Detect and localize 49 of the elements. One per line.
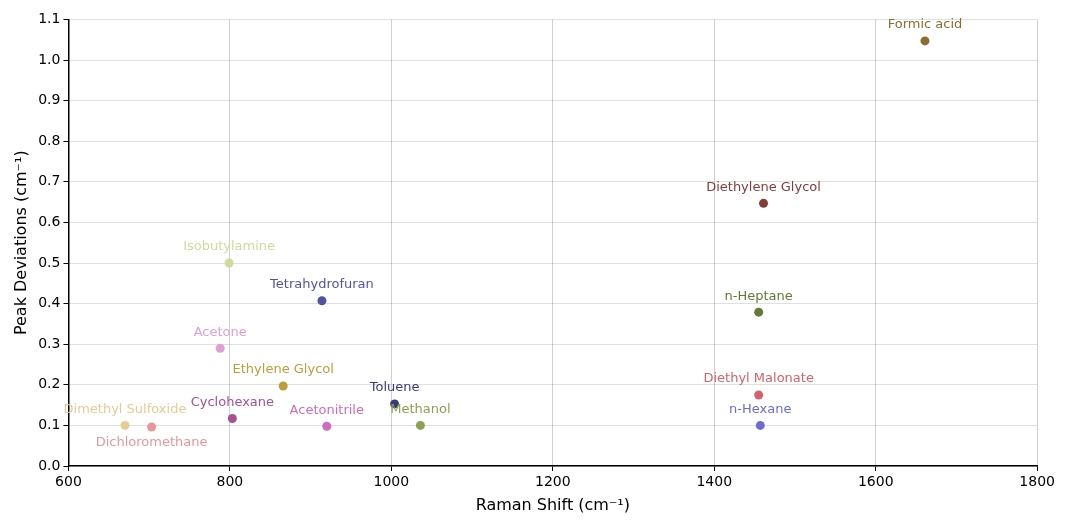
point	[415, 420, 425, 430]
series-label: Acetone	[193, 323, 247, 339]
x-tick-label: 1400	[696, 473, 733, 490]
series-label: Methanol	[390, 400, 451, 416]
x-tick-label: 1800	[1019, 473, 1056, 490]
point	[215, 343, 225, 353]
y-tick-label: 0.7	[38, 172, 61, 189]
point	[120, 420, 130, 430]
y-tick-label: 1.0	[38, 50, 61, 67]
x-tick-label: 1600	[857, 473, 894, 490]
series-label: Toluene	[368, 379, 420, 395]
point	[322, 421, 332, 431]
y-tick-label: 0.9	[38, 91, 61, 108]
series-label: Diethylene Glycol	[706, 178, 821, 194]
point	[759, 198, 769, 208]
y-tick-label: 0.0	[38, 456, 61, 473]
x-tick-label: 800	[216, 473, 244, 490]
point	[147, 422, 157, 432]
series-label: Tetrahydrofuran	[269, 276, 374, 292]
series-label: Diethyl Malonate	[703, 370, 814, 386]
y-tick-label: 0.4	[38, 294, 61, 311]
x-tick-label: 1200	[535, 473, 571, 490]
series-label: Cyclohexane	[190, 393, 275, 409]
point	[227, 414, 237, 423]
y-tick-label: 0.3	[38, 334, 61, 351]
point	[317, 296, 327, 306]
y-axis-title: Peak Deviations (cm⁻¹)	[10, 150, 30, 336]
y-tick-label: 0.1	[38, 416, 61, 433]
y-tick-label: 0.6	[38, 213, 61, 230]
y-tick-label: 0.5	[38, 253, 61, 270]
series-label: n-Hexane	[729, 400, 792, 416]
series-label: Dichloromethane	[95, 434, 208, 450]
x-tick-label: 1000	[373, 473, 410, 490]
series-label: Ethylene Glycol	[232, 361, 334, 377]
point	[754, 307, 764, 317]
series-label: n-Heptane	[724, 287, 793, 303]
point	[755, 420, 765, 430]
point	[224, 258, 234, 268]
point	[278, 381, 288, 391]
x-axis-title: Raman Shift (cm⁻¹)	[475, 494, 631, 514]
y-tick-label: 0.8	[38, 131, 61, 148]
y-tick-label: 1.1	[38, 10, 61, 27]
series-label: Formic acid	[887, 16, 963, 32]
point	[754, 390, 764, 400]
series-label: Isobutylamine	[183, 238, 276, 254]
series-label: Acetonitrile	[289, 401, 364, 417]
x-tick-label: 600	[55, 473, 82, 490]
y-tick-label: 0.2	[38, 375, 61, 392]
point	[920, 36, 930, 46]
